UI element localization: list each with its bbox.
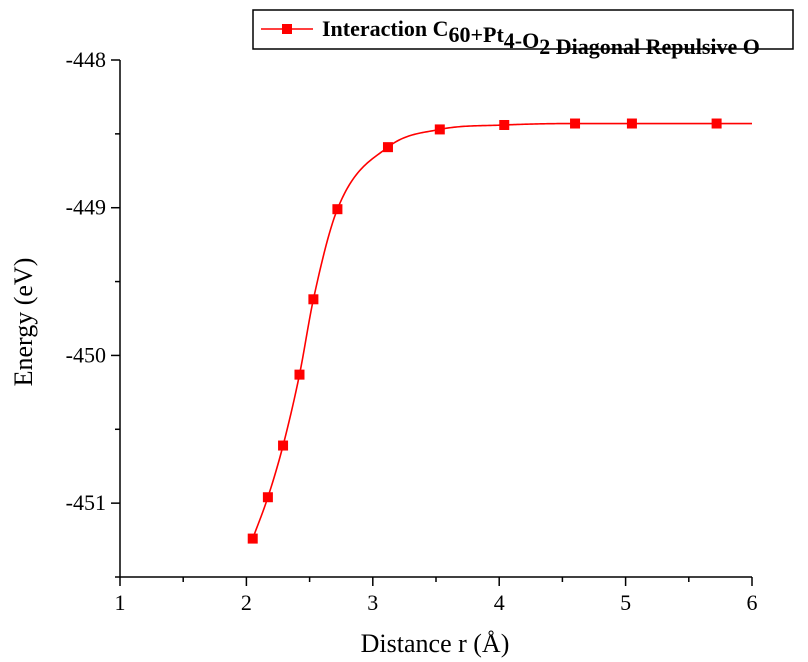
x-tick-label: 4 — [494, 590, 505, 615]
y-tick-label: -448 — [66, 47, 106, 72]
ticks — [111, 59, 753, 586]
legend-label-part: Diagonal Repulsive O — [550, 34, 760, 59]
data-point — [711, 118, 722, 129]
data-point — [247, 533, 258, 544]
data-point — [294, 369, 305, 380]
legend-label-subscript: 2 — [539, 34, 550, 59]
legend-label: Interaction C60+Pt4-O2 Diagonal Repulsiv… — [322, 16, 760, 59]
x-tick-label: 3 — [367, 590, 378, 615]
y-tick-label: -450 — [66, 342, 106, 367]
data-point — [434, 124, 445, 135]
legend: Interaction C60+Pt4-O2 Diagonal Repulsiv… — [252, 9, 794, 59]
legend-label-subscript: 4 — [504, 28, 515, 53]
axes — [119, 60, 752, 578]
y-tick-label: -449 — [66, 195, 106, 220]
x-tick-label: 2 — [241, 590, 252, 615]
legend-label-part: +Pt — [470, 22, 504, 47]
legend-label-subscript: 60 — [448, 22, 470, 47]
data-point — [262, 492, 273, 503]
fit-line — [251, 122, 752, 539]
x-tick-label: 5 — [620, 590, 631, 615]
data-point — [382, 142, 393, 153]
x-tick-label: 6 — [747, 590, 758, 615]
data-point — [570, 118, 581, 129]
data-point — [626, 118, 637, 129]
y-tick-label: -451 — [66, 490, 106, 515]
data-point — [332, 204, 343, 215]
data-point — [278, 440, 289, 451]
data-points — [247, 118, 722, 544]
x-tick-label: 1 — [115, 590, 126, 615]
data-point — [499, 119, 510, 130]
x-axis-label: Distance r (Å) — [361, 629, 510, 658]
legend-label-part: Interaction C — [322, 16, 448, 41]
data-point — [308, 294, 319, 305]
legend-marker — [282, 24, 292, 34]
tick-labels: 1 2 3 4 5 6 -448 -449 -450 -451 — [66, 47, 758, 615]
legend-label-part: -O — [515, 28, 539, 53]
legend-box — [252, 9, 794, 50]
y-axis-label: Energy (eV) — [9, 258, 38, 387]
